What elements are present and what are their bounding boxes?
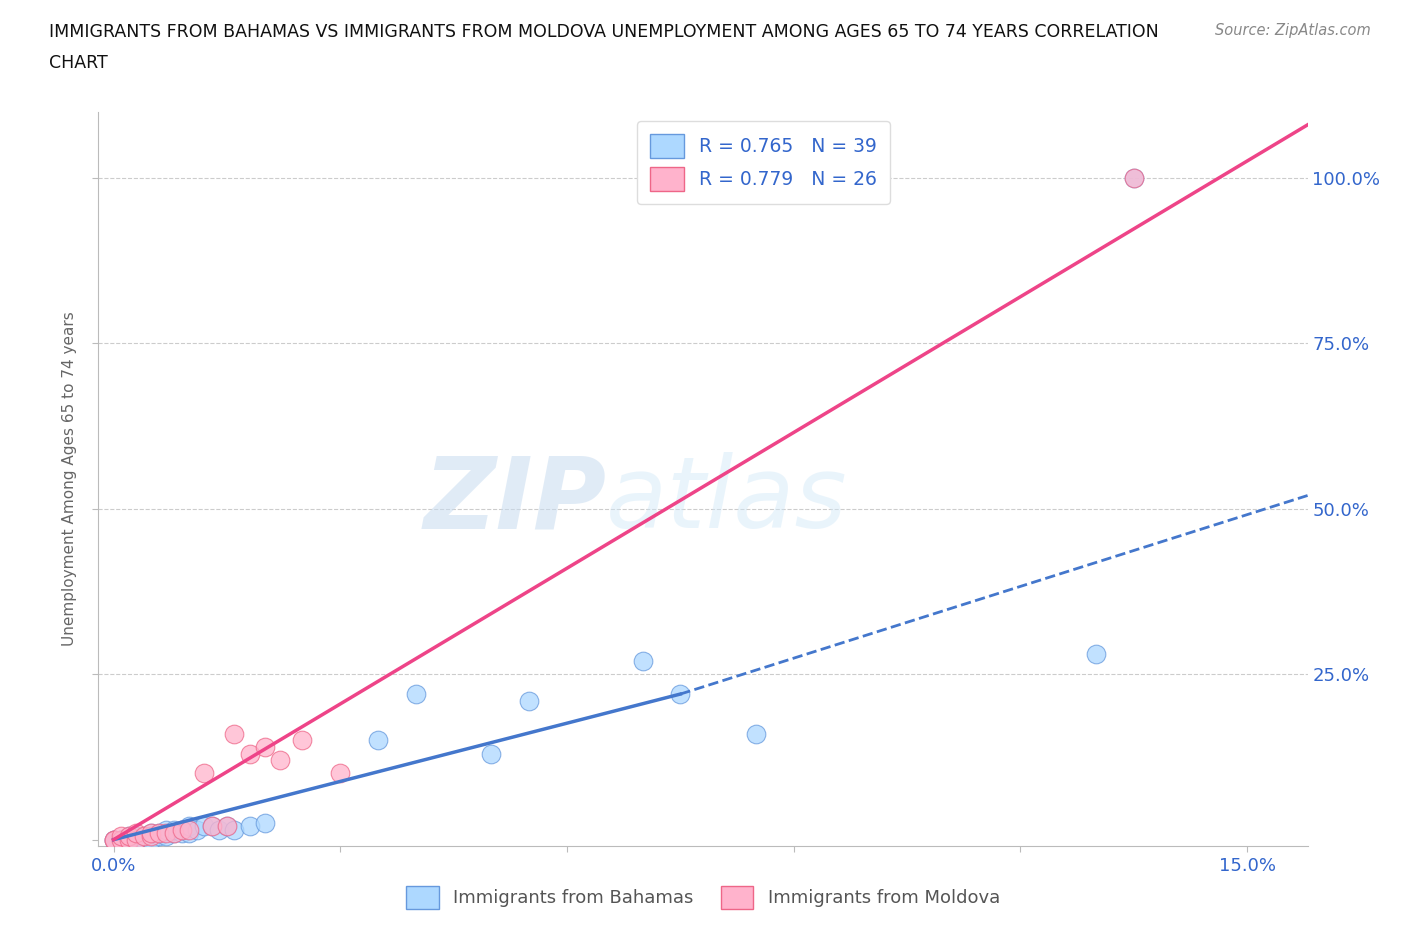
Point (669, 686, 692, 701)
Point (103, 832, 125, 847)
Point (141, 832, 163, 847)
Point (103, 832, 125, 847)
Point (141, 829, 163, 844)
Point (239, 746, 262, 761)
Point (170, 822, 193, 837)
Point (148, 829, 170, 844)
Point (155, 826, 177, 841)
Point (125, 826, 148, 841)
Text: IMMIGRANTS FROM BAHAMAS VS IMMIGRANTS FROM MOLDOVA UNEMPLOYMENT AMONG AGES 65 TO: IMMIGRANTS FROM BAHAMAS VS IMMIGRANTS FR… (49, 23, 1159, 41)
Point (201, 819, 224, 834)
Point (179, 819, 201, 834)
Point (201, 819, 224, 834)
Point (110, 832, 132, 847)
Point (193, 819, 215, 834)
Point (269, 752, 291, 767)
Point (125, 832, 148, 847)
Point (141, 826, 163, 841)
Point (163, 822, 186, 837)
Point (179, 822, 201, 837)
Point (1122, 170, 1144, 185)
Point (224, 822, 246, 837)
Legend: Immigrants from Bahamas, Immigrants from Moldova: Immigrants from Bahamas, Immigrants from… (399, 879, 1007, 916)
Text: Source: ZipAtlas.com: Source: ZipAtlas.com (1215, 23, 1371, 38)
Point (215, 819, 238, 834)
Point (291, 733, 314, 748)
Text: atlas: atlas (606, 453, 848, 550)
Point (208, 822, 231, 837)
Point (163, 826, 186, 841)
Point (110, 832, 132, 847)
Point (118, 829, 141, 844)
Point (155, 829, 177, 844)
Point (148, 826, 170, 841)
Point (517, 693, 540, 708)
Point (103, 832, 125, 847)
Point (125, 829, 148, 844)
Point (367, 733, 389, 748)
Point (193, 766, 215, 781)
Point (179, 826, 201, 841)
Point (239, 819, 262, 834)
Point (1085, 647, 1108, 662)
Point (745, 726, 768, 741)
Point (141, 826, 163, 841)
Point (1122, 170, 1144, 185)
Point (132, 829, 155, 844)
Point (155, 822, 177, 837)
Point (118, 832, 141, 847)
Legend: R = 0.765   N = 39, R = 0.779   N = 26: R = 0.765 N = 39, R = 0.779 N = 26 (637, 121, 890, 204)
Point (163, 826, 186, 841)
Point (215, 819, 238, 834)
Point (118, 829, 141, 844)
Point (125, 832, 148, 847)
Point (118, 832, 141, 847)
Text: CHART: CHART (49, 54, 108, 72)
Point (148, 826, 170, 841)
Point (405, 686, 427, 701)
Point (253, 816, 276, 830)
Point (132, 832, 155, 847)
Point (103, 832, 125, 847)
Point (631, 654, 654, 669)
Point (253, 739, 276, 754)
Point (481, 746, 503, 761)
Y-axis label: Unemployment Among Ages 65 to 74 years: Unemployment Among Ages 65 to 74 years (62, 312, 77, 646)
Point (329, 766, 352, 781)
Point (170, 826, 193, 841)
Point (186, 822, 208, 837)
Point (224, 726, 246, 741)
Point (132, 829, 155, 844)
Point (170, 822, 193, 837)
Text: ZIP: ZIP (423, 453, 606, 550)
Point (110, 832, 132, 847)
Point (110, 829, 132, 844)
